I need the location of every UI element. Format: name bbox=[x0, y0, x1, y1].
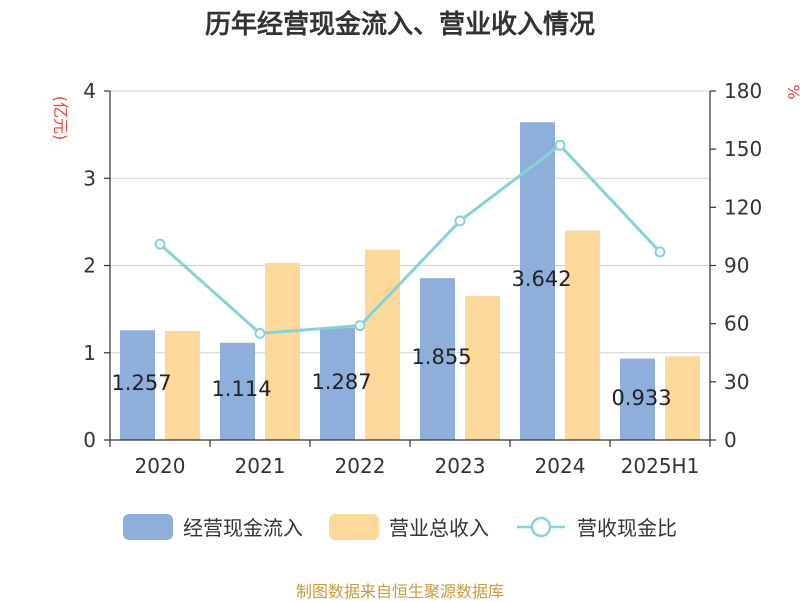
x-tick-label: 2022 bbox=[335, 454, 386, 478]
right-tick-label: 150 bbox=[724, 137, 762, 161]
data-label: 0.933 bbox=[611, 386, 671, 410]
legend-label-cash-inflow: 经营现金流入 bbox=[183, 516, 303, 540]
ratio-point bbox=[454, 215, 466, 227]
bar-revenue bbox=[565, 230, 600, 440]
x-tick-label: 2020 bbox=[135, 454, 186, 478]
bar-revenue bbox=[465, 296, 500, 440]
legend-item-revenue[interactable]: 营业总收入 bbox=[329, 512, 489, 541]
bar-cash-inflow bbox=[420, 278, 455, 440]
left-tick-label: 2 bbox=[83, 254, 96, 278]
left-tick-label: 0 bbox=[83, 428, 96, 452]
right-tick-label: 30 bbox=[724, 370, 749, 394]
ratio-line bbox=[154, 139, 666, 339]
bar-cash-inflow bbox=[120, 330, 155, 440]
legend-label-ratio: 营收现金比 bbox=[577, 516, 677, 540]
bar-revenue bbox=[665, 356, 700, 440]
legend: 经营现金流入 营业总收入 营收现金比 bbox=[0, 512, 800, 541]
ratio-point bbox=[254, 327, 266, 339]
right-axis-unit: % bbox=[784, 84, 800, 99]
left-axis-unit: (亿元) bbox=[51, 96, 70, 141]
legend-swatch-cash-inflow bbox=[123, 513, 173, 540]
ratio-point bbox=[654, 246, 666, 258]
data-label: 1.114 bbox=[211, 377, 271, 401]
legend-label-revenue: 营业总收入 bbox=[389, 516, 489, 540]
legend-item-ratio[interactable]: 营收现金比 bbox=[515, 512, 677, 541]
left-tick-label: 4 bbox=[83, 79, 96, 103]
bar-cash-inflow bbox=[320, 327, 355, 440]
data-label: 1.257 bbox=[111, 371, 171, 395]
bar-revenue bbox=[265, 262, 300, 440]
bar-cash-inflow bbox=[620, 358, 655, 440]
legend-swatch-revenue bbox=[329, 513, 379, 540]
right-tick-label: 60 bbox=[724, 312, 749, 336]
bar-revenue bbox=[365, 249, 400, 440]
legend-swatch-ratio bbox=[517, 516, 565, 537]
left-tick-label: 1 bbox=[83, 341, 96, 365]
legend-item-cash-inflow[interactable]: 经营现金流入 bbox=[123, 512, 303, 541]
bar-cash-inflow bbox=[520, 122, 555, 440]
data-label: 1.855 bbox=[411, 345, 471, 369]
x-tick-label: 2025H1 bbox=[621, 454, 700, 478]
axes: 0 1 2 3 4 0 30 60 90 120 150 180 2020 2021 2022 2023 202… bbox=[51, 79, 800, 478]
data-label: 1.287 bbox=[311, 370, 371, 394]
x-tick-label: 2024 bbox=[535, 454, 586, 478]
ratio-line-path bbox=[159, 143, 662, 335]
right-tick-label: 120 bbox=[724, 195, 762, 219]
source-footer: 制图数据来自恒生聚源数据库 bbox=[295, 582, 504, 601]
chart-title: 历年经营现金流入、营业收入情况 bbox=[204, 10, 595, 40]
bar-cash-inflow bbox=[220, 342, 255, 440]
ratio-point bbox=[354, 320, 366, 332]
bar-revenue bbox=[165, 330, 200, 440]
right-tick-label: 180 bbox=[724, 79, 762, 103]
data-labels: 1.257 1.114 1.287 1.855 3.642 0.933 bbox=[111, 267, 671, 410]
ratio-point bbox=[554, 139, 566, 151]
ratio-point bbox=[154, 238, 166, 250]
left-tick-label: 3 bbox=[83, 166, 96, 190]
right-tick-label: 0 bbox=[724, 428, 737, 452]
bars bbox=[120, 122, 700, 440]
x-tick-label: 2023 bbox=[435, 454, 486, 478]
x-tick-label: 2021 bbox=[235, 454, 286, 478]
right-tick-label: 90 bbox=[724, 254, 749, 278]
data-label: 3.642 bbox=[511, 267, 571, 291]
